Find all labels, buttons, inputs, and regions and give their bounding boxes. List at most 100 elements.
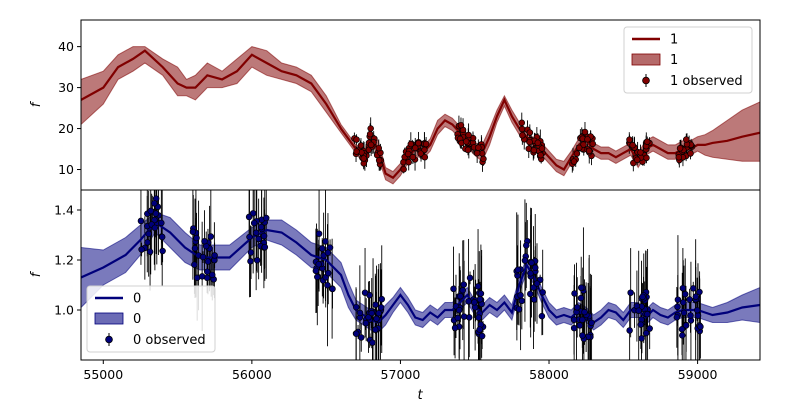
observed-point	[315, 230, 323, 237]
observed-point	[644, 138, 651, 145]
observed-point	[209, 271, 216, 279]
observed-point	[253, 257, 261, 264]
observed-point	[676, 145, 684, 152]
observed-point	[477, 290, 485, 297]
observed-point	[360, 155, 367, 162]
observed-point	[191, 261, 198, 268]
y-tick-label: 30	[58, 80, 74, 95]
observed-point	[138, 246, 145, 253]
legend-bottom: 0 0 0 observed	[86, 285, 216, 353]
observed-point	[530, 296, 538, 303]
observed-point	[372, 326, 379, 333]
observed-point	[639, 293, 646, 301]
observed-point	[674, 303, 681, 311]
observed-point	[635, 307, 642, 314]
observed-point	[674, 296, 682, 303]
observed-point	[697, 323, 704, 330]
observed-point	[460, 313, 468, 320]
x-tick-label: 55000	[83, 367, 123, 382]
panel-top-ylabel: f	[29, 100, 44, 107]
observed-point	[204, 258, 212, 265]
observed-point	[531, 264, 539, 272]
observed-point	[373, 315, 380, 323]
observed-point	[322, 238, 329, 245]
observed-point	[573, 304, 581, 311]
observed-point	[315, 261, 322, 268]
observed-point	[514, 266, 522, 273]
observed-point	[626, 136, 633, 143]
observed-point	[534, 139, 542, 147]
observed-point	[404, 150, 412, 158]
observed-point	[576, 322, 584, 329]
observed-point	[638, 335, 645, 342]
observed-point	[570, 324, 578, 332]
observed-point	[539, 289, 546, 296]
observed-point	[159, 247, 166, 255]
observed-point	[464, 146, 472, 154]
observed-point	[421, 153, 429, 161]
observed-point	[151, 224, 159, 232]
observed-point	[476, 296, 484, 303]
observed-point	[537, 151, 544, 159]
observed-point	[471, 299, 478, 306]
observed-point	[518, 297, 526, 305]
observed-point	[415, 139, 422, 147]
legend-top-point-label: 1 observed	[670, 74, 743, 89]
observed-point	[637, 149, 644, 156]
observed-point	[324, 269, 332, 277]
observed-point	[473, 149, 481, 157]
observed-point	[198, 273, 206, 280]
observed-point	[696, 288, 703, 296]
observed-point	[158, 219, 165, 227]
observed-point	[581, 308, 588, 316]
observed-point	[570, 316, 578, 324]
observed-point	[526, 138, 533, 146]
observed-point	[517, 292, 524, 299]
observed-point	[457, 121, 465, 129]
observed-point	[686, 296, 693, 303]
observed-point	[252, 229, 260, 236]
observed-point	[361, 289, 369, 296]
observed-point	[375, 157, 383, 164]
y-tick-label: 1.2	[54, 253, 74, 268]
observed-point	[577, 294, 585, 302]
observed-point	[580, 141, 587, 148]
observed-point	[246, 233, 253, 241]
observed-point	[329, 285, 336, 293]
x-tick-label: 59000	[678, 367, 718, 382]
y-tick-label: 1.0	[54, 303, 74, 318]
observed-point	[353, 330, 360, 337]
observed-point	[579, 332, 586, 339]
observed-point	[518, 125, 526, 133]
observed-point	[247, 249, 255, 256]
observed-point	[422, 140, 430, 148]
x-tick-label: 58000	[529, 367, 569, 382]
observed-point	[476, 326, 483, 333]
observed-point	[207, 233, 215, 240]
observed-point	[260, 232, 268, 240]
observed-point	[211, 252, 218, 259]
legend-top: 1 1 1 observed	[623, 26, 753, 94]
observed-point	[643, 154, 650, 162]
observed-point	[245, 213, 253, 221]
observed-point	[137, 217, 145, 225]
observed-point	[257, 223, 265, 231]
legend-bottom-band-label: 0	[133, 312, 141, 327]
observed-point	[457, 292, 464, 300]
observed-point	[673, 314, 681, 321]
observed-points-1	[351, 119, 696, 173]
observed-point	[314, 273, 321, 281]
observed-point	[144, 239, 151, 246]
observed-point	[588, 319, 595, 327]
observed-point	[262, 214, 270, 222]
observed-point	[378, 295, 386, 303]
observed-points-0	[137, 195, 704, 346]
observed-point	[247, 258, 254, 265]
observed-point	[570, 158, 578, 165]
observed-point	[585, 147, 593, 155]
observed-point	[629, 141, 636, 149]
observed-point	[353, 303, 360, 311]
observed-point	[579, 316, 586, 324]
observed-point	[459, 286, 467, 294]
